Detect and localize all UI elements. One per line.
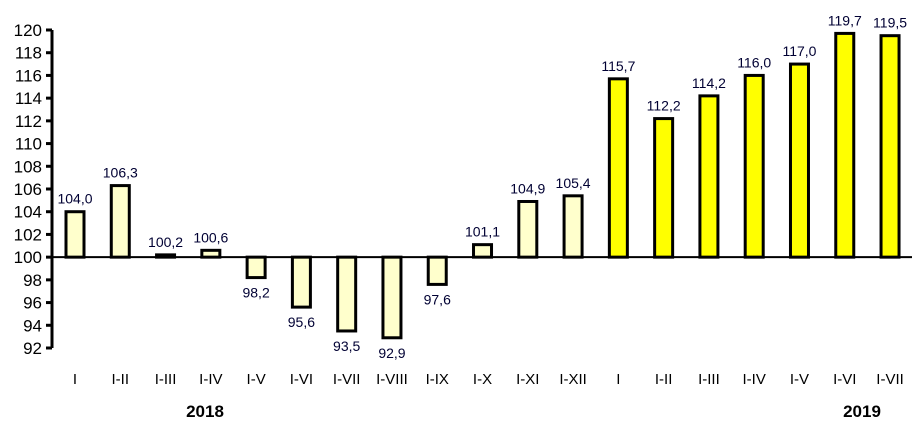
- bar: [245, 255, 267, 280]
- bar: [426, 255, 448, 286]
- y-tick-label: 110: [15, 135, 42, 154]
- data-label: 117,0: [782, 43, 816, 59]
- data-label: 98,2: [242, 285, 269, 301]
- y-tick-label: 118: [15, 44, 42, 63]
- y-tick-label: 108: [14, 157, 42, 176]
- bar: [64, 210, 86, 259]
- y-tick-label: 96: [23, 294, 42, 313]
- x-tick-label: I-IV: [743, 371, 766, 388]
- y-tick-label: 94: [23, 316, 42, 335]
- data-label: 105,4: [556, 175, 591, 191]
- bar: [336, 255, 358, 333]
- data-label: 116,0: [737, 54, 771, 70]
- data-label: 100,2: [148, 234, 183, 250]
- bar: [834, 31, 856, 259]
- y-tick-label: 92: [23, 339, 42, 358]
- y-tick-label: 98: [23, 271, 42, 290]
- data-label: 95,6: [288, 314, 315, 330]
- x-tick-label: I-V: [790, 371, 809, 388]
- bar: [879, 34, 901, 259]
- bar: [381, 255, 403, 340]
- bar: [517, 199, 539, 259]
- x-tick-label: I-VII: [333, 371, 361, 388]
- x-tick-label: I-IV: [199, 371, 222, 388]
- x-tick-label: I-V: [247, 371, 266, 388]
- y-tick-label: 120: [14, 21, 42, 40]
- data-label: 104,9: [510, 180, 545, 196]
- x-tick-label: I-X: [473, 371, 492, 388]
- x-tick-label: I: [616, 371, 620, 388]
- data-label: 101,1: [465, 224, 500, 240]
- data-label: 97,6: [424, 291, 451, 307]
- data-label: 115,7: [601, 58, 635, 74]
- x-tick-label: I-VI: [833, 371, 856, 388]
- year-label-2019: 2019: [843, 402, 881, 421]
- y-tick-label: 100: [14, 248, 42, 267]
- y-tick-label: 114: [15, 89, 42, 108]
- x-tick-label: I-VI: [290, 371, 313, 388]
- x-tick-label: I-III: [698, 371, 720, 388]
- bar: [472, 243, 494, 259]
- data-label: 104,0: [57, 191, 92, 207]
- data-label: 119,5: [873, 15, 907, 31]
- bar: [698, 94, 720, 259]
- x-tick-label: I-XI: [516, 371, 539, 388]
- x-tick-label: I-II: [112, 371, 130, 388]
- y-tick-label: 102: [14, 225, 42, 244]
- data-label: 100,6: [193, 229, 228, 245]
- x-tick-label: I: [73, 371, 77, 388]
- bar: [788, 62, 810, 259]
- y-tick-label: 116: [15, 66, 42, 85]
- data-label: 114,2: [692, 75, 726, 91]
- x-tick-label: I-II: [655, 371, 673, 388]
- data-label: 93,5: [333, 338, 360, 354]
- data-label: 106,3: [103, 165, 138, 181]
- data-label: 119,7: [828, 12, 862, 28]
- x-tick-label: I-XII: [559, 371, 587, 388]
- bar: [290, 255, 312, 309]
- x-tick-label: I-VII: [876, 371, 904, 388]
- y-tick-label: 112: [15, 112, 42, 131]
- x-tick-label: I-VIII: [376, 371, 408, 388]
- bar: [607, 77, 629, 259]
- bar: [200, 248, 222, 259]
- y-tick-label: 104: [14, 203, 42, 222]
- data-label: 112,2: [647, 98, 681, 114]
- bar: [653, 117, 675, 259]
- x-tick-label: I-IX: [426, 371, 449, 388]
- bar: [743, 73, 765, 259]
- x-tick-label: I-III: [155, 371, 177, 388]
- data-label: 92,9: [378, 345, 405, 361]
- y-tick-label: 106: [14, 180, 42, 199]
- bar: [562, 194, 584, 259]
- year-label-2018: 2018: [186, 402, 224, 421]
- bar: [109, 184, 131, 259]
